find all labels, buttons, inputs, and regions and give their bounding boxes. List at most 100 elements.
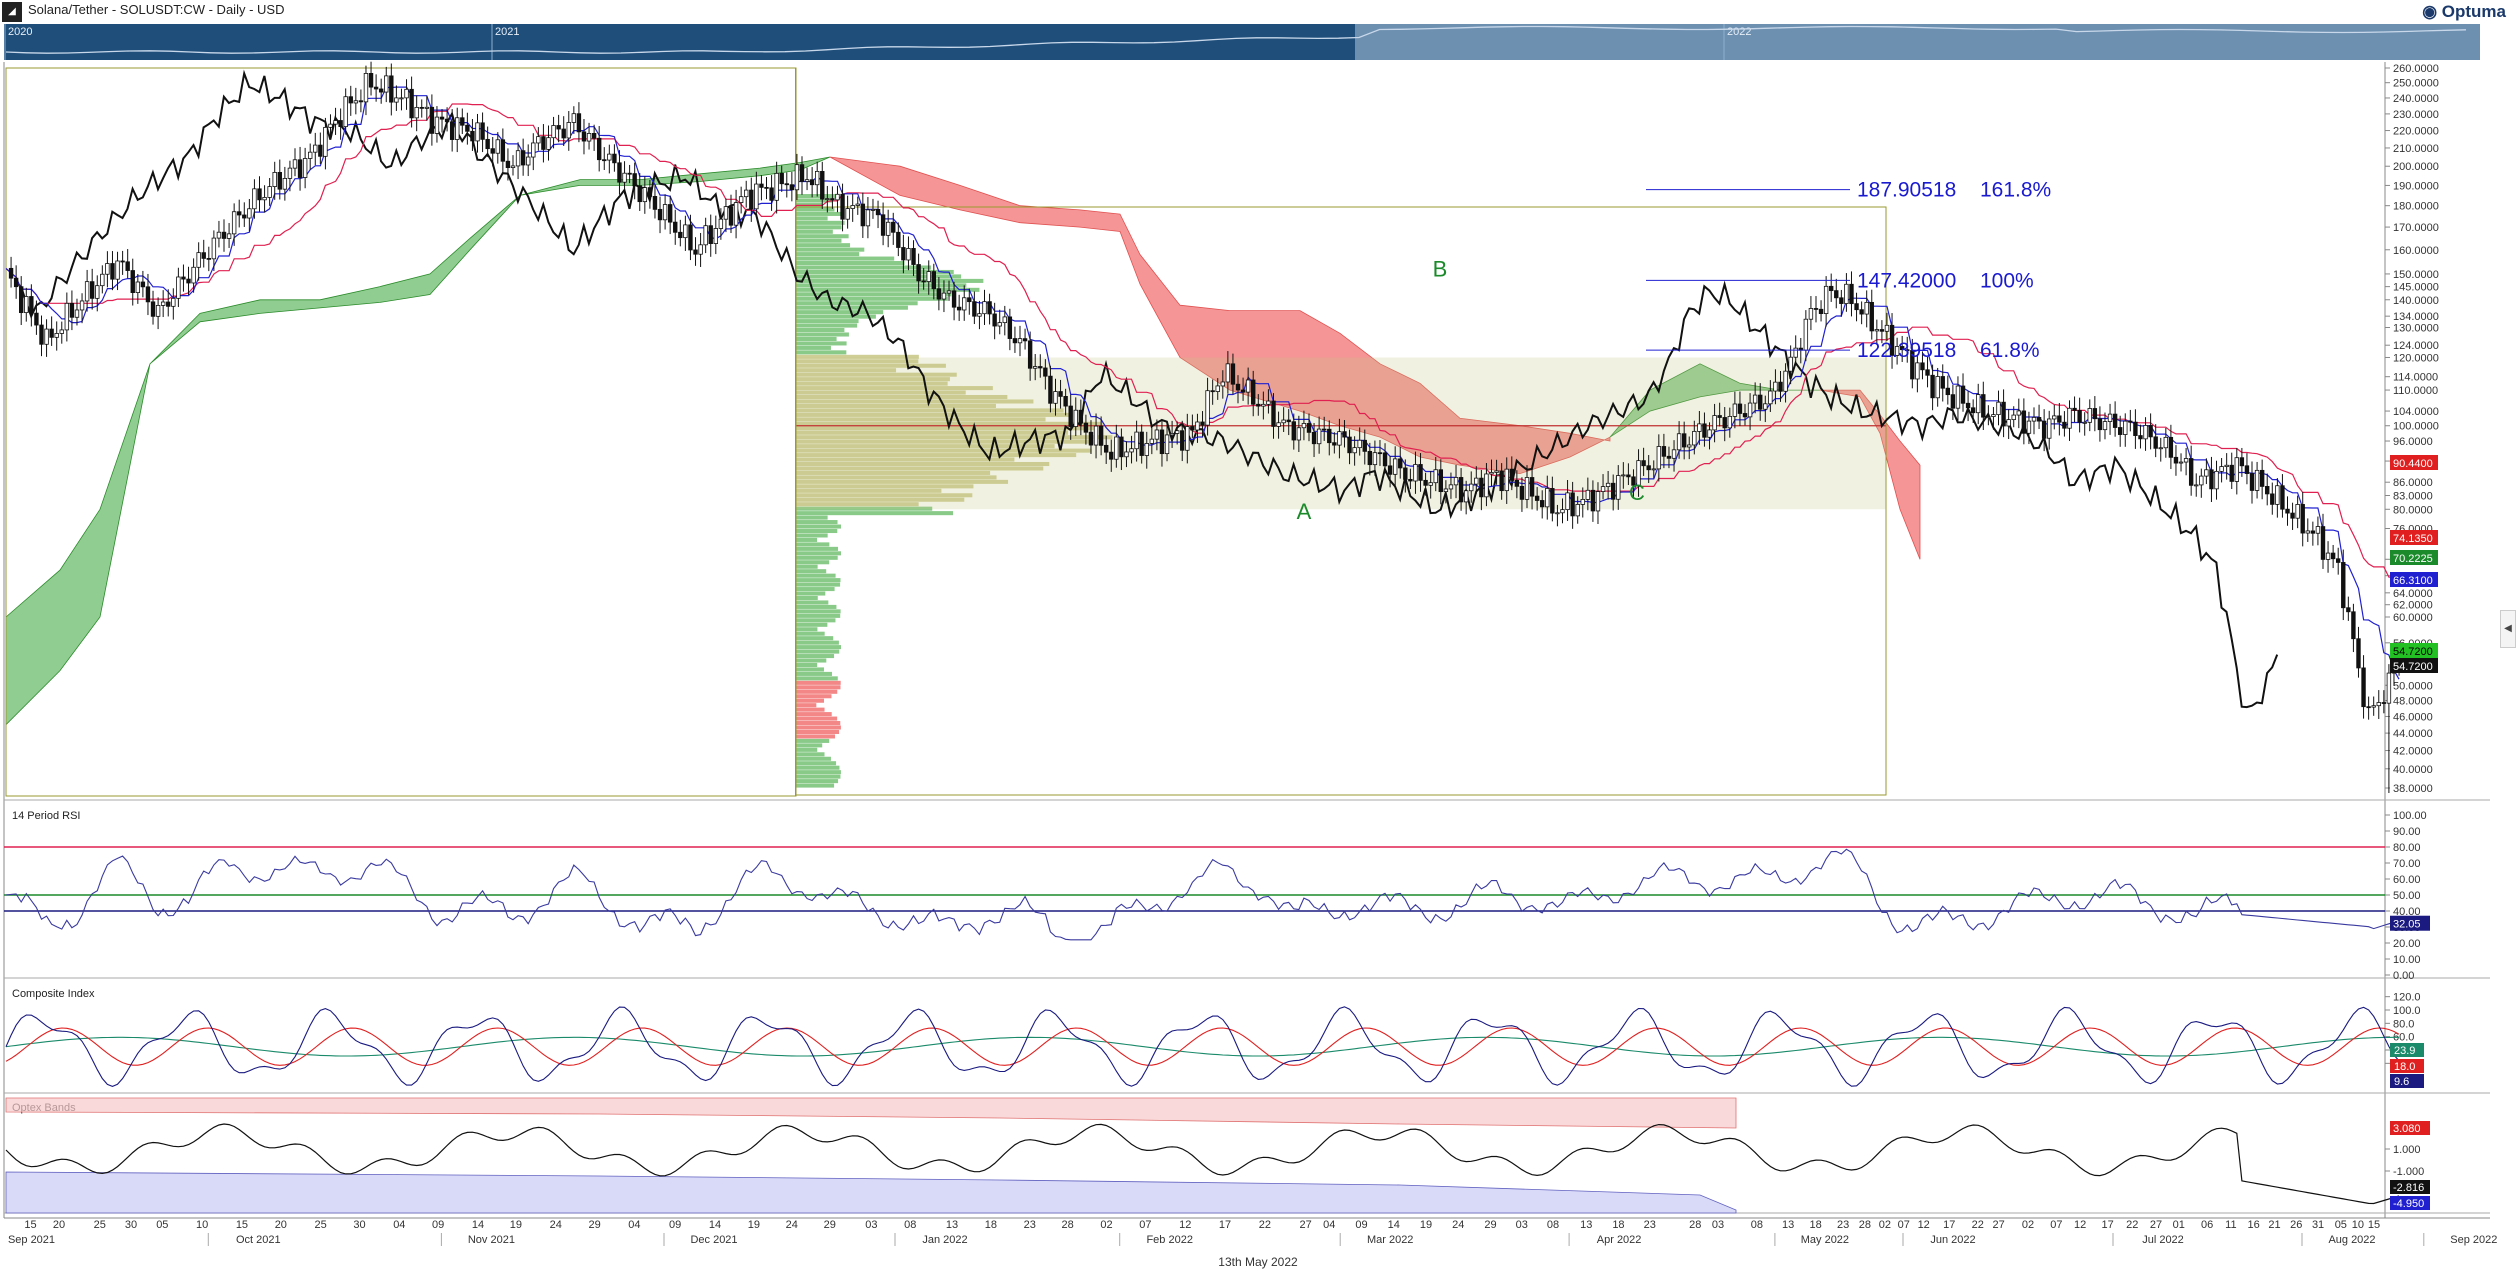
candle-body: [399, 97, 404, 100]
candle-body: [2041, 420, 2047, 439]
price-tag-bg: [2390, 572, 2438, 587]
candle-body: [313, 144, 318, 153]
volume-profile-bin: [796, 479, 1009, 484]
volume-profile-bin: [796, 345, 831, 350]
volume-profile-bin: [796, 694, 832, 699]
candle-body: [1002, 316, 1007, 324]
volume-profile-bin: [796, 323, 858, 328]
composite-fast-average-line: [5, 1027, 2400, 1066]
candle-body: [2351, 611, 2356, 640]
volume-profile-bin: [796, 667, 824, 672]
candle-body: [1474, 477, 1479, 485]
volume-profile-bin: [796, 685, 841, 690]
y-tick-label: 100.0000: [2393, 421, 2439, 433]
y-tick-label: 160.0000: [2393, 245, 2439, 257]
candle-body: [2224, 464, 2229, 467]
candle-body: [505, 160, 511, 169]
candle-body: [647, 187, 653, 197]
candle-body: [673, 221, 678, 233]
volume-profile-bin: [796, 761, 837, 766]
candle-body: [1965, 402, 1971, 409]
candle-body: [1357, 439, 1362, 449]
candle-body: [2036, 417, 2042, 422]
x-month-label: Mar 2022: [1367, 1234, 1413, 1246]
wave-label-a: A: [1297, 499, 1312, 524]
volume-profile-bin: [796, 444, 1055, 449]
candle-body: [561, 128, 566, 139]
volume-profile-bin: [796, 609, 841, 614]
candle-body: [181, 276, 186, 280]
candle-body: [24, 296, 29, 314]
candle-body: [1200, 421, 1205, 426]
candle-body: [1631, 476, 1636, 486]
fib-level-price: 122.39518: [1857, 339, 1956, 362]
candle-body: [2244, 465, 2250, 474]
candle-body: [2077, 410, 2082, 423]
composite-value-label: 23.9: [2394, 1045, 2415, 1057]
candle-body: [1545, 488, 1550, 508]
candle-body: [1666, 455, 1672, 459]
y-tick-label: 220.0000: [2393, 126, 2439, 138]
volume-profile-bin: [796, 765, 840, 770]
candle-body: [997, 322, 1002, 327]
candle-body: [2366, 706, 2371, 709]
candle-body: [581, 131, 587, 142]
volume-profile-bin: [796, 511, 954, 516]
volume-profile-bin: [796, 310, 884, 315]
volume-profile-bin: [796, 252, 860, 257]
volume-profile-bin: [796, 752, 825, 757]
volume-profile-bin: [796, 439, 1098, 444]
candle-body: [384, 75, 389, 93]
candle-body: [2097, 418, 2103, 431]
volume-profile-bin: [796, 698, 824, 703]
composite-value-label: 18.0: [2394, 1061, 2415, 1073]
candle-body: [1859, 309, 1864, 315]
volume-profile-bin: [796, 783, 835, 788]
price-tag-value: 54.7200: [2393, 646, 2433, 658]
x-day-label: 26: [2290, 1219, 2302, 1231]
wave-label-b: B: [1433, 256, 1448, 281]
candle-body: [850, 205, 855, 209]
candle-body: [1590, 489, 1596, 512]
volume-profile-bin: [796, 578, 841, 583]
app-menu-icon[interactable]: ◢: [2, 2, 22, 22]
candle-body: [231, 211, 237, 235]
candle-body: [2320, 526, 2326, 560]
candle-body: [1788, 356, 1793, 372]
volume-profile-bin: [796, 716, 838, 721]
x-day-label: 04: [393, 1219, 405, 1231]
candle-body: [444, 118, 450, 123]
x-month-label: Apr 2022: [1597, 1234, 1642, 1246]
candle-body: [2087, 408, 2092, 423]
x-day-label: 13: [946, 1219, 958, 1231]
candle-body: [1702, 423, 1707, 438]
optex-value-tag: [2390, 1196, 2430, 1210]
candle-body: [1109, 451, 1114, 460]
volume-profile-bin: [796, 261, 905, 266]
volume-profile-bin: [796, 600, 829, 605]
y-tick-label: 120.0000: [2393, 352, 2439, 364]
candle-body: [485, 138, 490, 150]
rsi-tick-label: 70.00: [2393, 858, 2421, 870]
navigator-year-label: 2021: [495, 26, 519, 38]
candle-body: [1585, 489, 1591, 500]
candle-body: [2280, 485, 2285, 510]
footer-date: 13th May 2022: [1218, 1255, 1298, 1269]
ichimoku-cloud-bearish: [829, 156, 1611, 475]
x-month-label: Jul 2022: [2142, 1234, 2184, 1246]
candle-body: [1834, 290, 1839, 299]
candle-body: [1119, 436, 1124, 458]
candle-body: [115, 260, 120, 280]
candle-body: [1316, 428, 1322, 445]
x-day-label: 29: [1484, 1219, 1496, 1231]
candle-body: [1053, 391, 1058, 404]
x-day-label: 18: [1810, 1219, 1822, 1231]
candle-body: [1727, 416, 1732, 429]
volume-profile-bin: [796, 403, 996, 408]
volume-profile-bin: [796, 354, 919, 359]
candle-body: [723, 206, 729, 220]
candle-body: [145, 286, 151, 303]
candle-body: [1418, 464, 1423, 481]
volume-profile-bin: [796, 386, 993, 391]
